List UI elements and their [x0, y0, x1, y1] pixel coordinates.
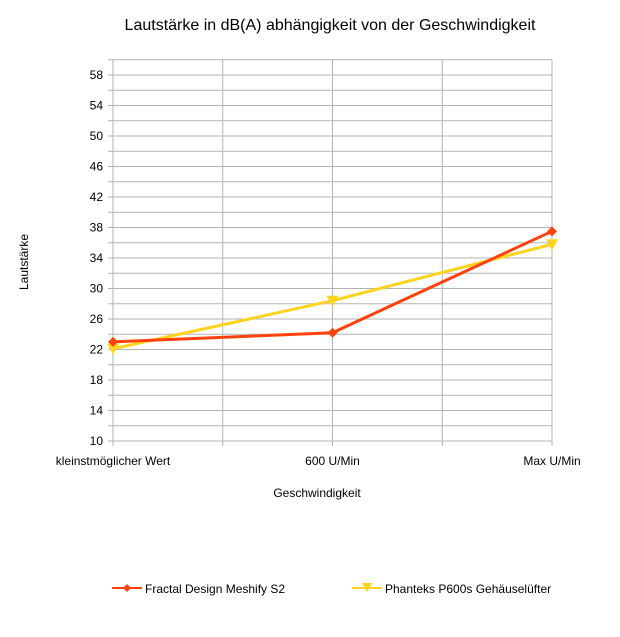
- grid: [108, 59, 553, 446]
- legend-diamond-icon: [123, 584, 131, 592]
- series-layer: [107, 226, 558, 355]
- y-tick-label: 54: [90, 99, 104, 113]
- y-tick-label: 30: [90, 282, 104, 296]
- chart-title: Lautstärke in dB(A) abhängigkeit von der…: [125, 17, 536, 34]
- y-tick-label: 58: [90, 68, 104, 82]
- y-tick-label: 18: [90, 373, 104, 387]
- legend-triangle-icon: [362, 583, 372, 592]
- triangle-down-marker: [107, 343, 119, 355]
- y-axis-ticks: 10 14 18 22 26 30 34 38 42 46 50 54 58: [90, 68, 104, 448]
- y-tick-label: 22: [90, 343, 104, 357]
- y-tick-label: 34: [90, 251, 104, 265]
- legend-label: Fractal Design Meshify S2: [145, 582, 285, 596]
- y-tick-label: 42: [90, 190, 104, 204]
- triangle-down-marker: [326, 295, 339, 307]
- y-tick-label: 26: [90, 312, 104, 326]
- y-axis-label: Lautstärke: [17, 234, 31, 290]
- diamond-marker: [547, 226, 557, 237]
- diamond-marker: [108, 336, 118, 347]
- x-tick-label: kleinstmöglicher Wert: [56, 454, 171, 468]
- y-tick-label: 46: [90, 160, 104, 174]
- y-tick-label: 10: [90, 434, 104, 448]
- x-tick-label: 600 U/Min: [305, 454, 360, 468]
- legend: Fractal Design Meshify S2 Phanteks P600s …: [112, 582, 551, 596]
- legend-label: Phanteks P600s Gehäuselüfter: [385, 582, 551, 596]
- x-tick-label: Max U/Min: [523, 454, 580, 468]
- triangle-down-marker: [546, 239, 558, 251]
- y-tick-label: 50: [90, 129, 104, 143]
- x-axis-ticks: kleinstmöglicher Wert 600 U/Min Max U/Min: [56, 454, 581, 468]
- y-tick-label: 14: [90, 404, 104, 418]
- x-axis-label: Geschwindigkeit: [273, 486, 361, 500]
- diamond-marker: [327, 327, 338, 338]
- y-tick-label: 38: [90, 221, 104, 235]
